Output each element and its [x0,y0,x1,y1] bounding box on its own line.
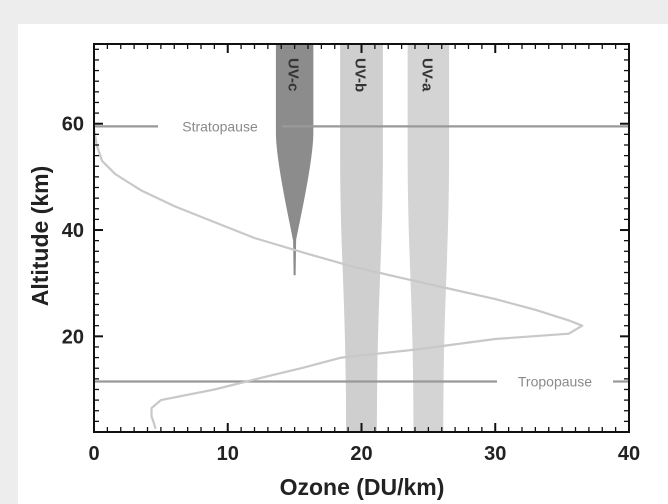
x-tick-label: 10 [217,443,239,465]
x-tick-label: 20 [350,443,372,465]
uv-band-1 [275,44,314,276]
reference-line-label: Stratopause [182,118,258,134]
x-axis-label: Ozone (DU/km) [280,474,445,500]
y-tick-label: 60 [62,114,84,136]
axis-labels: Ozone (DU/km) Altitude (km) [27,166,444,500]
y-tick-label: 20 [62,326,84,348]
plot-frame: 0 10 20 30 40 20 40 60 [62,43,640,465]
uv-band-3 [407,44,450,432]
uv-band-label: UV-b [352,58,369,92]
series-line-1 [92,128,584,430]
uv-band-2 [340,44,383,432]
reference-line-label: Tropopause [518,374,592,390]
ozone-series [92,128,584,430]
uv-band-label: UV-a [418,58,435,92]
uv-band-label: UV-c [285,58,302,91]
x-tick-label: 40 [618,443,640,465]
y-tick-label: 40 [62,220,84,242]
y-axis-label: Altitude (km) [27,166,53,307]
reference-lines: Stratopause Tropopause [94,118,629,390]
uv-bands: UV-c UV-b UV-a [275,44,450,432]
x-tick-label: 30 [484,443,506,465]
x-tick-label: 0 [88,443,99,465]
